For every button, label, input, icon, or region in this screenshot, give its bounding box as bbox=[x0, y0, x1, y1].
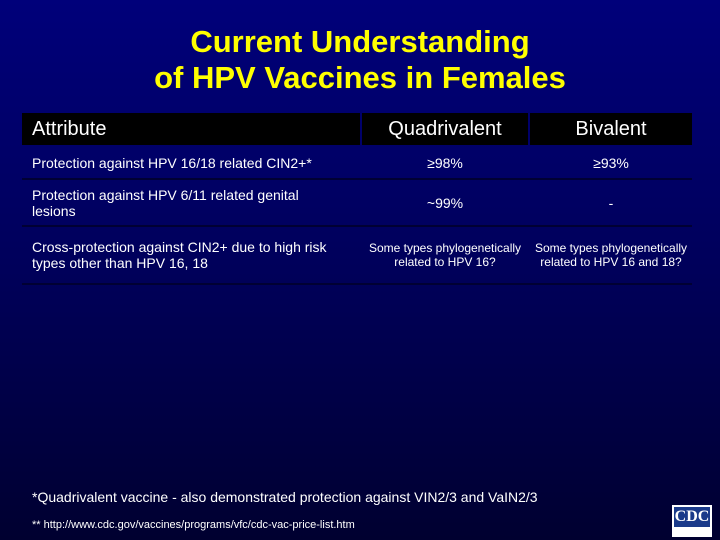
column-header: Attribute bbox=[22, 113, 360, 145]
row-divider bbox=[22, 283, 692, 285]
logo: CDC bbox=[672, 505, 712, 537]
footnote: *Quadrivalent vaccine - also demonstrate… bbox=[32, 489, 538, 505]
logo-text: CDC bbox=[674, 507, 710, 527]
table-cell: Protection against HPV 6/11 related geni… bbox=[32, 186, 299, 219]
table-cell: ≥93% bbox=[593, 154, 629, 171]
table-cell: Cross-protection against CIN2+ due to hi… bbox=[32, 239, 327, 271]
table-cell: ≥98% bbox=[427, 154, 463, 171]
table-cell: - bbox=[608, 194, 614, 211]
table-cell: Some types phylogenetically related to H… bbox=[368, 241, 522, 269]
table-cell: Protection against HPV 16/18 related CIN… bbox=[32, 154, 312, 171]
row-divider bbox=[22, 225, 692, 227]
table-cell: ~99% bbox=[426, 194, 464, 211]
title: Current Understanding bbox=[190, 24, 530, 59]
title: of HPV Vaccines in Females bbox=[154, 60, 566, 95]
table-cell: Some types phylogenetically related to H… bbox=[534, 241, 688, 269]
column-header: Quadrivalent bbox=[362, 113, 528, 145]
footnote: ** http://www.cdc.gov/vaccines/programs/… bbox=[32, 519, 355, 531]
column-header: Bivalent bbox=[530, 113, 692, 145]
row-divider bbox=[22, 178, 692, 180]
